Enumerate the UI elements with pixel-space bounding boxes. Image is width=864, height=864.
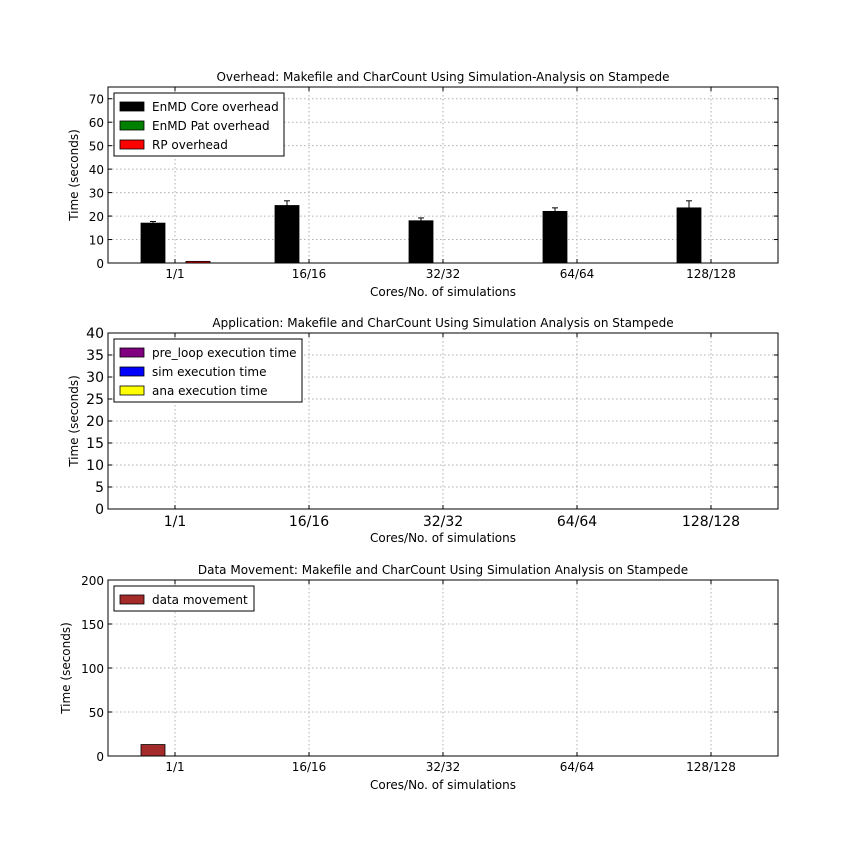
legend-box xyxy=(113,338,303,403)
bar xyxy=(140,222,166,264)
bar xyxy=(676,207,702,264)
bar xyxy=(408,220,434,264)
error-bar xyxy=(150,220,156,225)
x-tick-label: 16/16 xyxy=(292,267,327,281)
bar xyxy=(140,744,166,757)
y-axis-label: Time (seconds) xyxy=(67,129,81,222)
y-axis-label: Time (seconds) xyxy=(67,375,81,468)
legend-item: RP overhead xyxy=(119,138,228,152)
x-axis-label: Cores/No. of simulations xyxy=(370,285,516,299)
y-tick-label: 70 xyxy=(89,93,104,107)
bars xyxy=(140,744,166,757)
x-tick-label: 128/128 xyxy=(686,267,736,281)
error-bar xyxy=(552,207,558,215)
y-tick-label: 10 xyxy=(89,234,104,248)
legend-item: EnMD Pat overhead xyxy=(119,119,270,133)
legend: data movement xyxy=(113,585,255,612)
x-tick-label: 32/32 xyxy=(426,760,461,774)
y-tick-label: 35 xyxy=(86,348,104,364)
x-axis-label: Cores/No. of simulations xyxy=(370,531,516,545)
chart-panel-2: 0 5 10 15 20 25 30 35 40 1/1 16/16 32/32 64/64 128/12… xyxy=(67,316,779,545)
bar xyxy=(274,205,300,264)
x-tick-label: 16/16 xyxy=(289,514,329,530)
chart-title: Application: Makefile and CharCount Usin… xyxy=(212,316,673,330)
x-tick-label: 64/64 xyxy=(557,514,597,530)
error-bar xyxy=(686,200,692,215)
legend-label: ana execution time xyxy=(152,384,268,398)
x-tick-label: 128/128 xyxy=(686,760,736,774)
x-axis: 1/1 16/16 32/32 64/64 128/128 xyxy=(164,333,740,530)
bar xyxy=(542,210,568,264)
y-tick-label: 40 xyxy=(86,326,104,342)
y-tick-label: 30 xyxy=(89,187,104,201)
y-axis: 0 10 20 30 40 50 60 70 xyxy=(89,93,778,271)
y-tick-label: 10 xyxy=(86,458,104,474)
y-tick-label: 0 xyxy=(96,257,104,271)
legend-swatch xyxy=(119,120,145,131)
y-tick-label: 15 xyxy=(86,436,104,452)
chart-panel-1: 0 10 20 30 40 50 60 70 1/1 16/16 32/32 64/64 128/128… xyxy=(67,70,779,299)
legend-item: sim execution time xyxy=(119,365,267,379)
x-axis: 1/1 16/16 32/32 64/64 128/128 xyxy=(165,580,736,774)
legend-item: pre_loop execution time xyxy=(119,346,297,360)
y-tick-label: 150 xyxy=(81,618,104,632)
y-tick-label: 0 xyxy=(95,502,104,518)
chart-title: Data Movement: Makefile and CharCount Us… xyxy=(198,563,688,577)
legend-swatch xyxy=(119,101,145,112)
y-axis-label: Time (seconds) xyxy=(59,622,73,715)
legend-label: pre_loop execution time xyxy=(152,346,297,360)
legend-label: data movement xyxy=(152,593,248,607)
y-tick-label: 60 xyxy=(89,116,104,130)
x-tick-label: 1/1 xyxy=(164,514,187,530)
y-tick-label: 200 xyxy=(81,574,104,588)
x-tick-label: 64/64 xyxy=(560,760,595,774)
legend-label: EnMD Pat overhead xyxy=(152,119,270,133)
y-tick-label: 20 xyxy=(86,414,104,430)
legend: EnMD Core overhead EnMD Pat overhead RP ov… xyxy=(113,92,285,157)
x-tick-label: 1/1 xyxy=(165,267,184,281)
y-tick-label: 100 xyxy=(81,662,104,676)
error-bar xyxy=(418,217,424,224)
y-tick-label: 50 xyxy=(89,140,104,154)
legend-label: EnMD Core overhead xyxy=(152,100,279,114)
x-tick-label: 1/1 xyxy=(165,760,184,774)
legend-swatch xyxy=(119,385,145,396)
y-tick-label: 40 xyxy=(89,163,104,177)
legend-item: EnMD Core overhead xyxy=(119,100,279,114)
x-tick-label: 32/32 xyxy=(423,514,463,530)
legend-swatch xyxy=(119,139,145,150)
error-bar xyxy=(284,200,290,211)
x-tick-label: 32/32 xyxy=(426,267,461,281)
y-tick-label: 5 xyxy=(95,480,104,496)
y-tick-label: 30 xyxy=(86,370,104,386)
x-axis: 1/1 16/16 32/32 64/64 128/128 xyxy=(165,87,736,281)
legend-swatch xyxy=(119,594,145,605)
x-tick-label: 128/128 xyxy=(682,514,740,530)
x-axis-label: Cores/No. of simulations xyxy=(370,778,516,792)
legend: pre_loop execution time sim execution tim… xyxy=(113,338,303,403)
y-axis: 0 50 100 150 200 xyxy=(81,574,778,764)
y-tick-label: 0 xyxy=(96,750,104,764)
y-tick-label: 25 xyxy=(86,392,104,408)
chart-title: Overhead: Makefile and CharCount Using S… xyxy=(216,70,669,84)
legend-swatch xyxy=(119,366,145,377)
x-tick-label: 16/16 xyxy=(292,760,327,774)
legend-label: sim execution time xyxy=(152,365,267,379)
x-tick-label: 64/64 xyxy=(560,267,595,281)
legend-label: RP overhead xyxy=(152,138,228,152)
y-tick-label: 20 xyxy=(89,210,104,224)
bars xyxy=(140,200,702,264)
legend-swatch xyxy=(119,347,145,358)
legend-item: data movement xyxy=(119,593,248,607)
y-axis: 0 5 10 15 20 25 30 35 40 xyxy=(86,326,778,518)
y-tick-label: 50 xyxy=(89,706,104,720)
legend-item: ana execution time xyxy=(119,384,268,398)
chart-panel-3: 0 50 100 150 200 1/1 16/16 32/32 64/64 128/128 Dat… xyxy=(59,563,779,792)
